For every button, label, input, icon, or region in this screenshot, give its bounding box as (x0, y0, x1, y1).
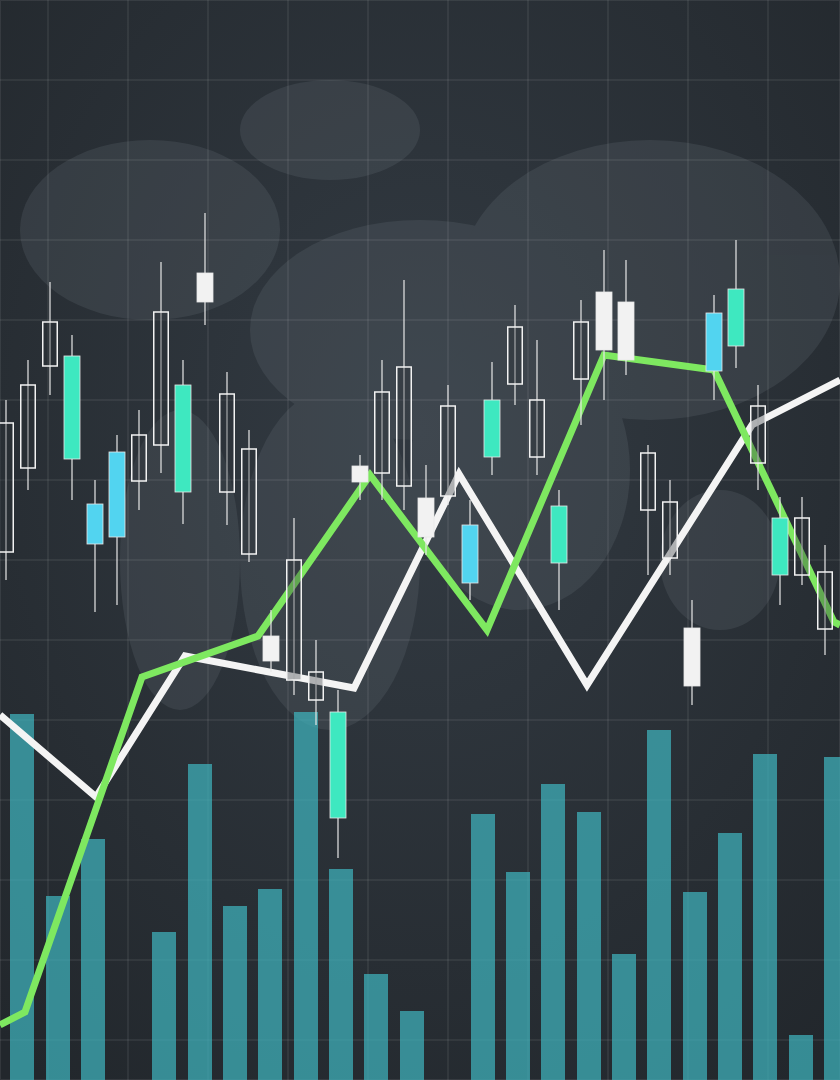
bar (152, 932, 176, 1080)
candle-body (508, 327, 523, 384)
bar (10, 714, 34, 1080)
candles (0, 213, 832, 858)
candle-body (684, 628, 700, 686)
grid-line-y (0, 960, 840, 961)
candle-body (618, 302, 634, 360)
line (0, 380, 840, 797)
grid-line-y (0, 640, 840, 641)
candle-body (751, 406, 766, 463)
bar (753, 754, 777, 1080)
grid-line-x (368, 0, 369, 1080)
world-map (20, 80, 840, 730)
candle-body (795, 518, 810, 575)
candle-body (818, 572, 833, 629)
candle-body (287, 560, 302, 680)
candle-body (263, 636, 279, 661)
land (460, 140, 840, 420)
candle-body (352, 466, 368, 482)
plot-area (0, 213, 840, 1080)
candle-body (330, 712, 346, 818)
candle-body (706, 313, 722, 371)
land (20, 140, 280, 320)
bar (400, 1011, 424, 1080)
line (0, 355, 840, 1025)
bar (577, 812, 601, 1080)
grid-line-y (0, 880, 840, 881)
chart (0, 0, 840, 1080)
bar (789, 1035, 813, 1080)
bar (294, 712, 318, 1080)
bar (471, 814, 495, 1080)
candle-wick (94, 480, 95, 612)
candle-body (220, 394, 235, 492)
candle-body (309, 672, 324, 700)
grid-line-x (288, 0, 289, 1080)
candle-body (441, 406, 456, 496)
candle-body (87, 504, 103, 544)
candle-body (772, 518, 788, 575)
candle-body (21, 385, 36, 468)
bar (683, 892, 707, 1080)
candle-body (574, 322, 589, 379)
bar (647, 730, 671, 1080)
grid-line-y (0, 160, 840, 161)
candle-body (663, 502, 678, 558)
grid-line-x (128, 0, 129, 1080)
candle-body (596, 292, 612, 350)
candle-body (418, 498, 434, 537)
candle-body (641, 453, 656, 510)
candle-body (484, 400, 500, 457)
candle-body (397, 367, 412, 486)
candle-body (242, 449, 257, 554)
candle-body (530, 400, 545, 457)
grid-line-y (0, 80, 840, 81)
candle-body (64, 356, 80, 459)
grid-line-y (0, 800, 840, 801)
candle-wick (204, 213, 205, 325)
bar (81, 839, 105, 1080)
plot-frame (1, 1, 840, 1080)
candle-body (728, 289, 744, 346)
candle-body (43, 322, 58, 366)
candle-body (462, 525, 478, 583)
bar (329, 869, 353, 1080)
land (240, 80, 420, 180)
candle-body (551, 506, 567, 563)
candle-body (132, 435, 147, 481)
bar (541, 784, 565, 1080)
candle-body (197, 273, 213, 302)
bar (506, 872, 530, 1080)
grid (0, 0, 840, 1080)
bar (718, 833, 742, 1080)
background (0, 0, 840, 1080)
bar (223, 906, 247, 1080)
candle-body (109, 452, 125, 537)
grid-line-y (0, 240, 840, 241)
volume-bars (10, 712, 840, 1080)
grid-line-x (608, 0, 609, 1080)
candle-body (175, 385, 191, 492)
bar (612, 954, 636, 1080)
bar (258, 889, 282, 1080)
candle-body (375, 392, 390, 473)
bar (364, 974, 388, 1080)
candle-body (154, 312, 169, 445)
bar (188, 764, 212, 1080)
bar (824, 757, 840, 1080)
candle-body (0, 423, 13, 552)
grid-line-x (448, 0, 449, 1080)
